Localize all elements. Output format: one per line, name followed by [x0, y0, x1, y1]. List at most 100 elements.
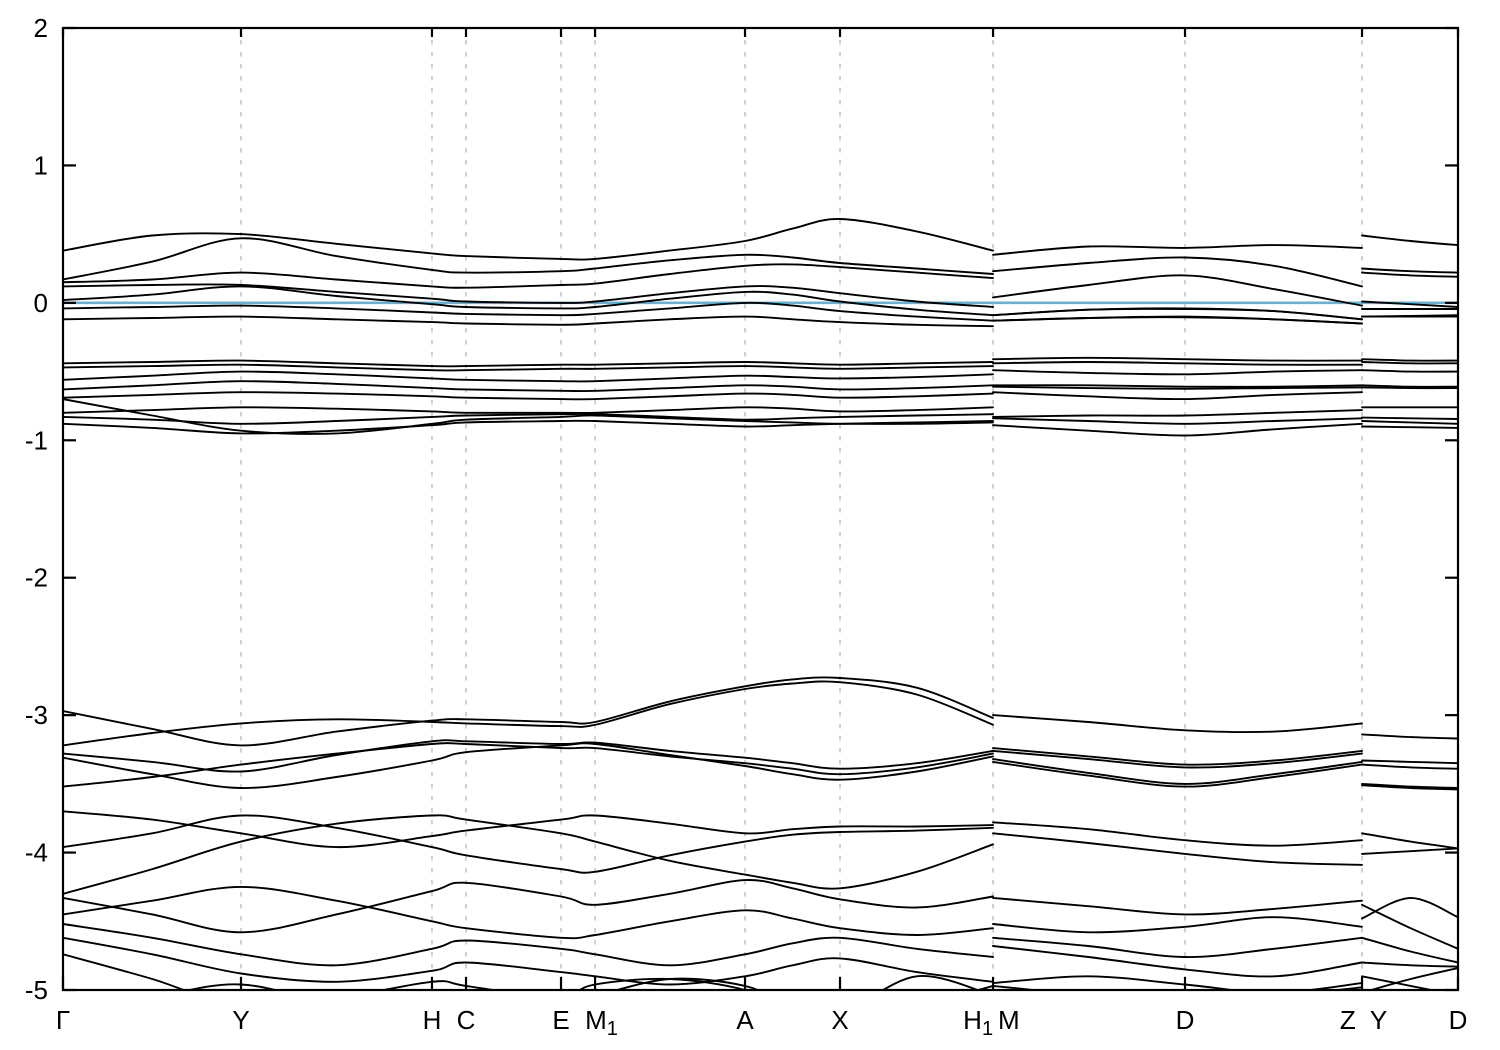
band-curve: [992, 256, 1363, 288]
band-curve: [992, 356, 1363, 362]
x-axis-tick-label: D: [1449, 1005, 1468, 1035]
x-axis-tick-label: Y: [232, 1005, 249, 1035]
band-curve: [1361, 975, 1436, 990]
x-axis-tick-label: A: [736, 1005, 754, 1035]
band-curve: [63, 742, 994, 788]
band-curve: [63, 885, 994, 940]
band-curve: [63, 398, 994, 435]
band-curve: [63, 263, 994, 289]
band-curve: [1361, 733, 1458, 740]
band-curve: [63, 359, 994, 368]
band-curve: [1361, 369, 1458, 373]
band-curve: [63, 237, 994, 281]
band-curve: [63, 412, 994, 425]
band-curve: [63, 742, 994, 789]
band-curve: [63, 814, 994, 874]
band-curve: [1361, 271, 1458, 278]
band-curve: [992, 760, 1363, 788]
y-axis-tick-label: -5: [25, 975, 48, 1005]
band-curve: [1361, 782, 1458, 789]
band-curve: [1361, 267, 1458, 274]
band-curve: [63, 285, 994, 317]
band-curve: [992, 714, 1363, 734]
x-axis-tick-label: M: [998, 1005, 1020, 1035]
x-axis-tick-label: E: [552, 1005, 569, 1035]
x-axis-tick-label: H1: [963, 1005, 993, 1040]
band-curve: [992, 244, 1363, 256]
band-curve: [992, 422, 1363, 437]
band-curve: [992, 316, 1363, 325]
band-curve: [63, 810, 994, 849]
band-curve: [992, 417, 1363, 425]
band-curve: [185, 977, 994, 990]
band-curve: [1361, 234, 1458, 247]
band-curve: [63, 406, 994, 414]
band-curve: [1361, 903, 1458, 950]
band-curve: [63, 380, 994, 393]
band-curve: [992, 821, 1363, 847]
band-curve: [992, 409, 1363, 418]
x-axis-tick-label: M1: [585, 1005, 618, 1040]
band-curve: [63, 218, 994, 261]
x-axis-tick-label: D: [1176, 1005, 1195, 1035]
band-curve: [992, 307, 1363, 321]
band-curve: [1361, 896, 1458, 920]
band-curve: [1361, 832, 1458, 850]
band-curve: [1361, 961, 1458, 968]
band-curve: [63, 315, 994, 328]
band-curve: [1361, 384, 1458, 388]
band-curve: [63, 879, 994, 934]
band-curve: [63, 370, 994, 383]
band-lines: [63, 218, 1458, 990]
band-curve: [1361, 358, 1458, 362]
band-curve: [992, 749, 1363, 769]
y-axis-tick-label: -4: [25, 838, 48, 868]
band-curve: [1361, 386, 1458, 390]
band-curve: [1361, 425, 1458, 429]
band-curve: [63, 953, 981, 990]
x-axis-tick-label: Y: [1370, 1005, 1387, 1035]
band-curve: [63, 936, 994, 986]
y-axis-tick-label: 2: [34, 13, 48, 43]
band-curve: [1361, 361, 1458, 365]
band-curve: [992, 747, 1363, 766]
band-curve: [992, 916, 1363, 934]
band-curve: [992, 274, 1363, 307]
band-curve: [992, 384, 1363, 388]
band-curve: [992, 391, 1363, 401]
band-curve: [992, 361, 1363, 366]
axis-ticks: [61, 26, 1460, 992]
band-curve: [992, 758, 1363, 785]
band-curve: [63, 814, 994, 895]
band-curve: [1361, 420, 1458, 425]
gridlines: [240, 28, 1363, 990]
band-curve: [63, 363, 994, 372]
band-curve: [992, 945, 1363, 978]
x-axis-tick-label: C: [457, 1005, 476, 1035]
band-curve: [992, 369, 1363, 376]
plot-border: [61, 26, 1460, 992]
band-curve: [63, 283, 994, 308]
band-curve: [1361, 847, 1458, 855]
band-curve: [63, 739, 994, 773]
band-curve: [992, 832, 1363, 866]
band-curve: [63, 676, 994, 747]
y-axis-tick-label: -3: [25, 700, 48, 730]
band-curve: [1361, 416, 1458, 420]
band-curve: [1361, 936, 1458, 964]
x-axis-tick-label: Z: [1340, 1005, 1356, 1035]
y-axis-tick-label: -1: [25, 425, 48, 455]
band-curve: [63, 301, 994, 322]
band-curve: [1361, 763, 1458, 770]
band-curve: [992, 936, 1363, 958]
band-curve: [63, 391, 994, 401]
x-axis-tick-label: X: [831, 1005, 848, 1035]
band-curve: [992, 385, 1363, 390]
y-axis-tick-label: 0: [34, 288, 48, 318]
y-axis-tick-label: 1: [34, 150, 48, 180]
band-curve: [1361, 784, 1458, 791]
x-axis-tick-label: H: [423, 1005, 442, 1035]
band-curve: [992, 984, 1363, 990]
x-axis-tick-label: Γ: [56, 1005, 70, 1035]
